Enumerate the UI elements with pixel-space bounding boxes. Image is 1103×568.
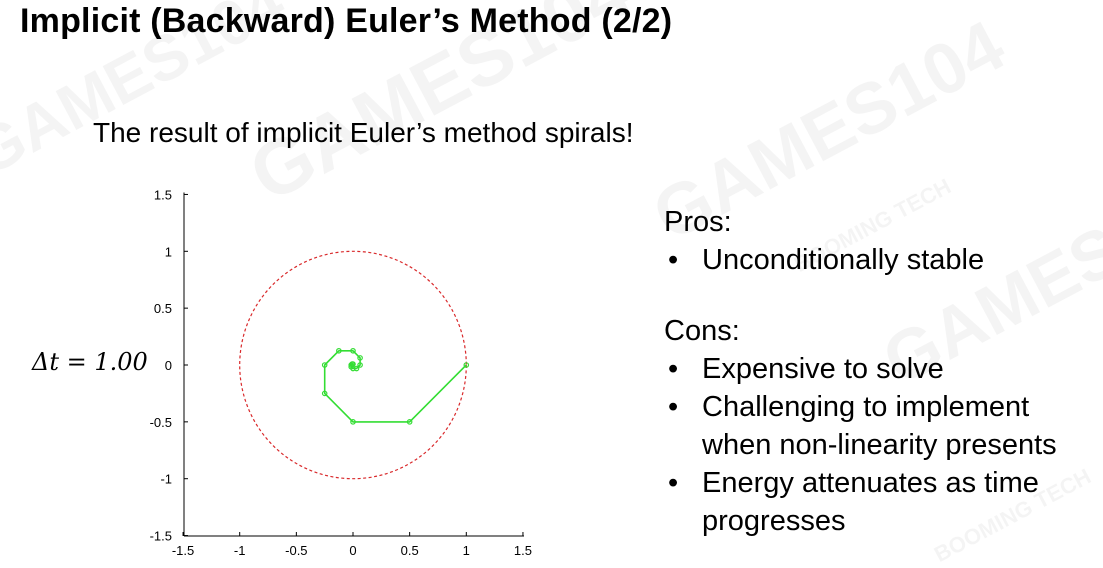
x-tick-label: 1.5	[514, 543, 532, 558]
spiral-data-point	[350, 361, 356, 367]
spiral-data-point	[350, 419, 356, 425]
cons-item: Expensive to solve	[664, 350, 1097, 388]
slide-subtitle: The result of implicit Euler’s method sp…	[93, 117, 634, 148]
plot-axes: 1.5 1 0.5 0 -0.5 -1 -1.5-1.5 -1 -0.5 0 0.5 1 1.5	[150, 187, 532, 558]
pros-list: Unconditionally stable	[664, 241, 1097, 279]
timestep-label: Δt = 1.00	[32, 348, 148, 376]
y-tick-label: 1	[165, 244, 172, 259]
y-tick-label: 0.5	[154, 301, 172, 316]
x-tick-label: 0.5	[401, 543, 419, 558]
spiral-data-point	[353, 365, 360, 372]
spiral-data-point	[357, 355, 363, 361]
spiral-data-point	[321, 362, 328, 368]
pros-cons-panel: Pros: Unconditionally stable Cons: Expen…	[664, 203, 1097, 540]
spiral-data-point	[406, 419, 413, 425]
spiral-data-point	[357, 362, 363, 368]
spiral-data-point	[321, 390, 328, 397]
x-tick-label: 0	[349, 543, 356, 558]
spiral-data-point	[350, 347, 356, 354]
x-tick-label: -0.5	[285, 543, 307, 558]
slide-title: Implicit (Backward) Euler’s Method (2/2)	[20, 2, 673, 40]
spiral-series-line	[323, 349, 467, 423]
y-tick-label: -1.5	[150, 529, 172, 544]
x-tick-label: -1	[234, 543, 246, 558]
y-tick-label: 0	[165, 358, 172, 373]
x-tick-label: 1	[463, 543, 470, 558]
cons-heading: Cons:	[664, 315, 740, 347]
cons-item: Challenging to implement when non-linear…	[664, 388, 1097, 464]
cons-item: Energy attenuates as time progresses	[664, 464, 1097, 540]
cons-list: Expensive to solve Challenging to implem…	[664, 350, 1097, 540]
spiral-data-point	[336, 347, 342, 354]
y-tick-label: 1.5	[154, 187, 172, 202]
spiral-data-point	[463, 362, 470, 368]
y-tick-label: -1	[160, 472, 172, 487]
pros-heading: Pros:	[664, 206, 732, 238]
series-layer	[321, 347, 470, 425]
y-tick-label: -0.5	[150, 415, 172, 430]
pros-item: Unconditionally stable	[664, 241, 1097, 279]
x-tick-label: -1.5	[172, 543, 194, 558]
